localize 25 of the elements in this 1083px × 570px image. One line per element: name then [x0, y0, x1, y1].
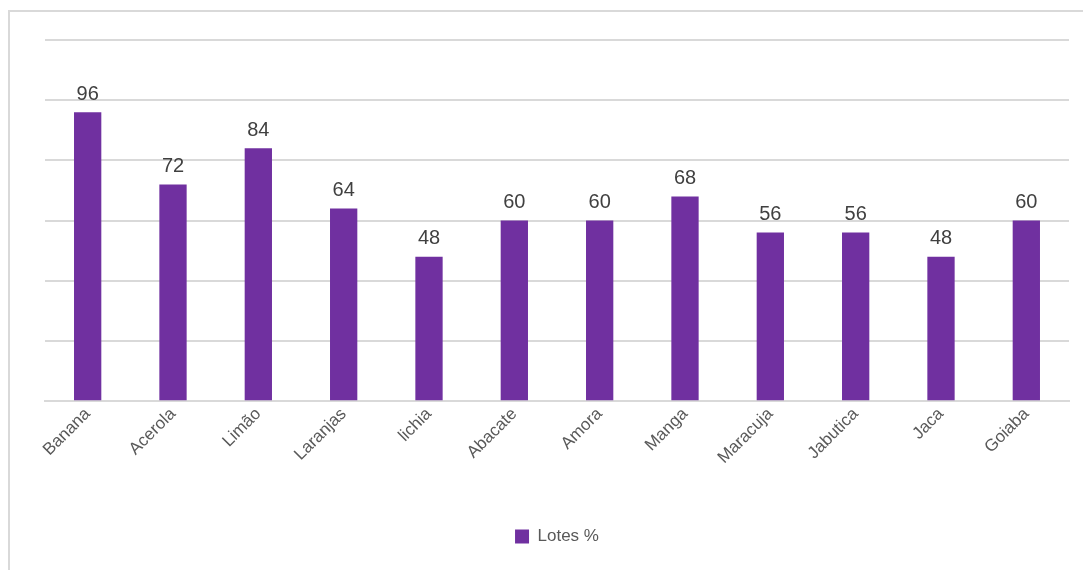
data-label: 56: [844, 202, 867, 225]
bar: [159, 184, 187, 401]
data-label: 48: [417, 226, 441, 249]
bar: [671, 196, 699, 401]
data-label: 60: [588, 190, 611, 213]
data-label: 84: [247, 117, 270, 140]
data-label: 68: [673, 166, 697, 189]
bar: [415, 256, 443, 401]
bar: [1012, 220, 1040, 401]
bar: [330, 208, 358, 401]
bar: [756, 232, 784, 401]
bar: [74, 112, 102, 401]
legend-label: Lotes %: [537, 526, 599, 546]
data-label: 96: [76, 81, 99, 104]
data-label: 72: [161, 153, 185, 176]
data-label: 64: [332, 178, 355, 201]
bar: [244, 148, 272, 401]
bar: [927, 256, 955, 401]
bar: [842, 232, 870, 401]
data-label: 48: [929, 226, 953, 249]
data-label: 60: [1015, 190, 1038, 213]
data-label: 60: [503, 190, 526, 213]
data-label: 56: [759, 202, 782, 225]
bar: [500, 220, 528, 401]
bar: [586, 220, 614, 401]
